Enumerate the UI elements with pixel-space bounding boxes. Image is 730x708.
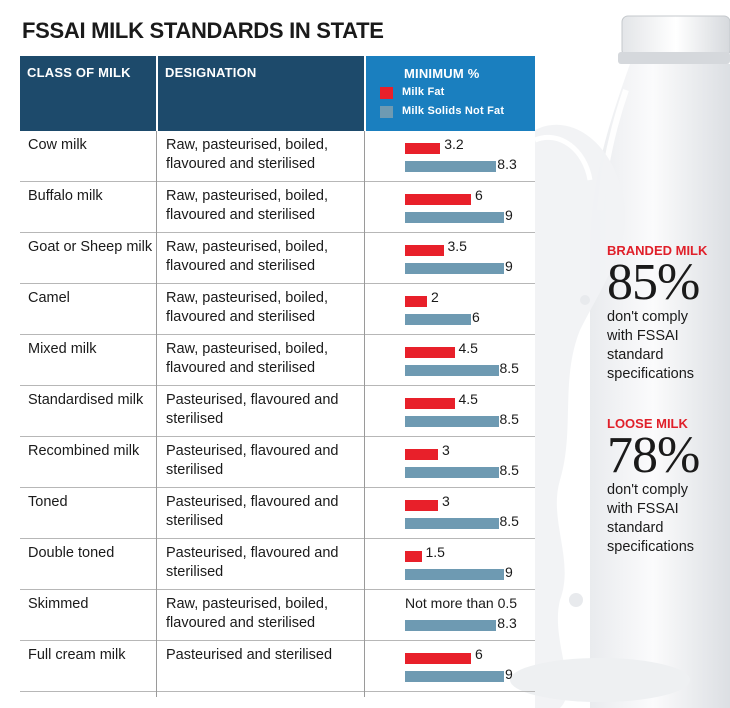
bar-milk-snf [405, 467, 499, 478]
callout-text: don't comply with FSSAI standard specifi… [607, 482, 695, 555]
bar-milk-snf [405, 314, 471, 325]
table-row: Cow milk Raw, pasteurised, boiled, flavou… [20, 131, 535, 182]
designation-cell: Raw, pasteurised, boiled, flavoured and … [166, 188, 329, 223]
bar-milk-fat [405, 296, 427, 307]
header-class-of-milk: CLASS OF MILK [20, 56, 156, 131]
legend-label-fat: Milk Fat [402, 86, 445, 98]
class-cell: Buffalo milk [28, 188, 103, 204]
bar-label-milk-snf: 9 [505, 666, 513, 682]
callout-branded-milk: BRANDED MILK 85% don't comply with FSSAI… [607, 243, 717, 384]
designation-cell: Pasteurised, flavoured and sterilised [166, 443, 339, 478]
header-minimum: MINIMUM % Milk Fat Milk Solids Not Fat [366, 56, 535, 131]
bar-label-milk-snf: 9 [505, 207, 513, 223]
bar-milk-snf [405, 416, 499, 427]
callout-percentage: 85% [607, 254, 700, 311]
table-row: Goat or Sheep milk Raw, pasteurised, boil… [20, 233, 535, 284]
callout-percentage: 78% [607, 427, 700, 484]
table-row: Recombined milk Pasteurised, flavoured an… [20, 437, 535, 488]
bar-label-milk-fat: 3 [442, 442, 450, 458]
callout-loose-milk: LOOSE MILK 78% don't comply with FSSAI s… [607, 416, 717, 557]
bar-label-milk-snf: 6 [472, 309, 480, 325]
designation-cell: Pasteurised, flavoured and sterilised [166, 494, 339, 529]
designation-cell: Raw, pasteurised, boiled, flavoured and … [166, 239, 329, 274]
class-cell: Goat or Sheep milk [28, 239, 153, 255]
bar-milk-snf [405, 620, 497, 631]
class-cell: Mixed milk [28, 341, 97, 357]
bar-label-milk-fat: 3 [442, 493, 450, 509]
column-divider [156, 131, 157, 697]
class-cell: Standardised milk [28, 392, 144, 408]
bar-milk-snf [405, 161, 497, 172]
page-title: FSSAI MILK STANDARDS IN STATE [22, 18, 384, 43]
bar-milk-snf [405, 365, 499, 376]
bar-milk-fat [405, 347, 455, 358]
bar-milk-fat [405, 449, 438, 460]
bar-milk-snf [405, 212, 504, 223]
bar-label-milk-fat: 6 [475, 187, 483, 203]
header-designation: DESIGNATION [158, 56, 364, 131]
legend-label-snf: Milk Solids Not Fat [402, 105, 505, 117]
designation-cell: Raw, pasteurised, boiled, flavoured and … [166, 341, 329, 376]
designation-cell: Raw, pasteurised, boiled, flavoured and … [166, 137, 329, 172]
bar-milk-fat [405, 245, 444, 256]
bar-milk-snf [405, 518, 499, 529]
class-cell: Camel [28, 290, 70, 306]
designation-cell: Raw, pasteurised, boiled, flavoured and … [166, 596, 329, 631]
class-cell: Toned [28, 494, 68, 510]
table-row: Skimmed Raw, pasteurised, boiled, flavour… [20, 590, 535, 641]
class-cell: Full cream milk [28, 647, 126, 663]
bar-milk-fat [405, 500, 438, 511]
bar-milk-fat [405, 551, 422, 562]
table-row: Double toned Pasteurised, flavoured and s… [20, 539, 535, 590]
bar-label-milk-snf: 8.3 [497, 615, 517, 631]
bar-label-milk-snf: 9 [505, 564, 513, 580]
designation-cell: Raw, pasteurised, boiled, flavoured and … [166, 290, 329, 325]
bar-label-milk-fat: 4.5 [458, 391, 478, 407]
bar-milk-snf [405, 569, 504, 580]
designation-cell: Pasteurised, flavoured and sterilised [166, 392, 339, 427]
bar-label-milk-snf: 8.5 [499, 462, 519, 478]
bar-milk-fat [405, 194, 471, 205]
bar-label-milk-fat: 6 [475, 646, 483, 662]
bar-milk-snf [405, 671, 504, 682]
bar-milk-fat [405, 143, 441, 154]
bar-label-milk-fat: 3.2 [444, 136, 464, 152]
designation-cell: Pasteurised and sterilised [166, 647, 333, 663]
callout-heading: LOOSE MILK [607, 416, 688, 431]
bar-label-milk-fat: 1.5 [425, 544, 445, 560]
bar-milk-snf [405, 263, 504, 274]
table-header: CLASS OF MILK DESIGNATION MINIMUM % Milk… [20, 56, 535, 131]
legend-swatch-snf [380, 106, 393, 118]
table-row: Buffalo milk Raw, pasteurised, boiled, fl… [20, 182, 535, 233]
annotation-fat-limit: Not more than 0.5 [405, 595, 518, 611]
table-row: Full cream milk Pasteurised and sterilise… [20, 641, 535, 692]
bar-label-milk-fat: 3.5 [447, 238, 467, 254]
bar-milk-fat [405, 653, 471, 664]
bar-milk-fat [405, 398, 455, 409]
bar-label-milk-snf: 8.5 [499, 411, 519, 427]
bar-label-milk-fat: 4.5 [458, 340, 478, 356]
column-divider [364, 131, 365, 697]
class-cell: Skimmed [28, 596, 89, 612]
callout-text: don't comply with FSSAI standard specifi… [607, 309, 695, 382]
class-cell: Cow milk [28, 137, 87, 153]
bar-label-milk-snf: 8.5 [499, 513, 519, 529]
callout-heading: BRANDED MILK [607, 243, 708, 258]
class-cell: Recombined milk [28, 443, 140, 459]
minimum-title: MINIMUM % [404, 66, 480, 81]
bar-label-milk-snf: 8.5 [499, 360, 519, 376]
legend-swatch-fat [380, 87, 393, 99]
bar-label-milk-fat: 2 [431, 289, 439, 305]
table-row: Camel Raw, pasteurised, boiled, flavoured… [20, 284, 535, 335]
table-row: Toned Pasteurised, flavoured and sterilis… [20, 488, 535, 539]
class-cell: Double toned [28, 545, 115, 561]
bar-label-milk-snf: 8.3 [497, 156, 517, 172]
table-row: Mixed milk Raw, pasteurised, boiled, flav… [20, 335, 535, 386]
bar-label-milk-snf: 9 [505, 258, 513, 274]
table-row: Standardised milk Pasteurised, flavoured … [20, 386, 535, 437]
designation-cell: Pasteurised, flavoured and sterilised [166, 545, 339, 580]
